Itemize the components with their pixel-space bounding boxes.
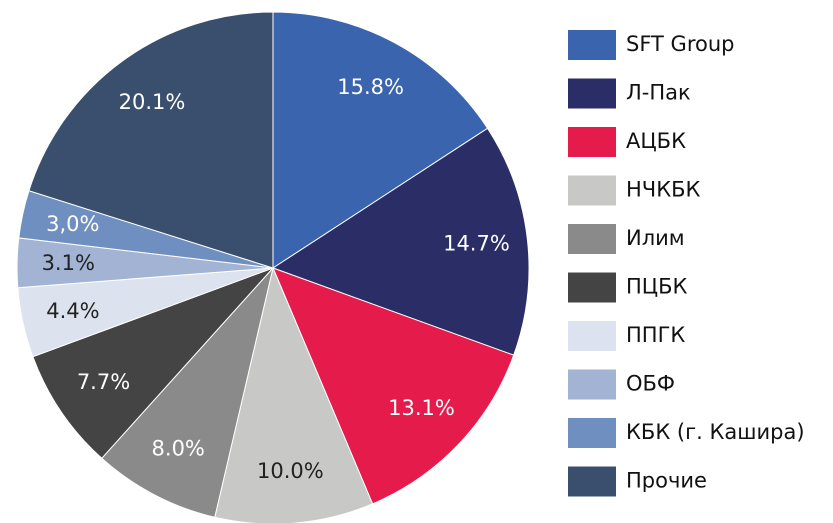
legend-label: Илим [626,226,685,250]
data-label: 3.1% [42,251,95,275]
legend-label: АЦБК [626,129,686,153]
legend-label: ОБФ [626,372,675,396]
pie-slice [271,127,530,356]
legend-swatch [568,224,616,254]
data-label: 14.7% [443,232,510,256]
legend-swatch [568,78,616,109]
legend-swatch [568,321,616,351]
pie-slice [101,267,274,518]
legend-label: НЧКБК [626,178,701,202]
legend-label: ППГК [626,323,685,347]
legend-label: ПЦБК [626,275,688,299]
data-label: 15.8% [337,75,404,99]
data-label: 3,0% [46,212,99,236]
legend-swatch [568,30,616,60]
pie-slice [28,11,274,269]
legend-label: Л-Пак [626,81,691,105]
data-label: 8.0% [152,437,205,461]
legend-swatch [568,127,616,157]
legend-swatch [568,272,616,303]
legend-swatch [568,175,616,206]
pie-slice [214,266,374,523]
data-label: 4.4% [46,299,99,323]
legend-swatch [568,466,616,497]
legend-label: КБК (г. Кашира) [626,420,805,444]
legend-label: SFT Group [626,32,734,56]
data-label: 20.1% [119,90,186,114]
data-label: 10.0% [257,459,324,483]
pie-slice [272,11,489,269]
data-label: 13.1% [388,396,455,420]
pie-slice [272,267,515,505]
data-label: 7.7% [77,370,130,394]
pie-slice [32,267,274,460]
legend-swatch [568,418,616,448]
legend-swatch [568,369,616,400]
legend-label: Прочие [626,469,707,493]
